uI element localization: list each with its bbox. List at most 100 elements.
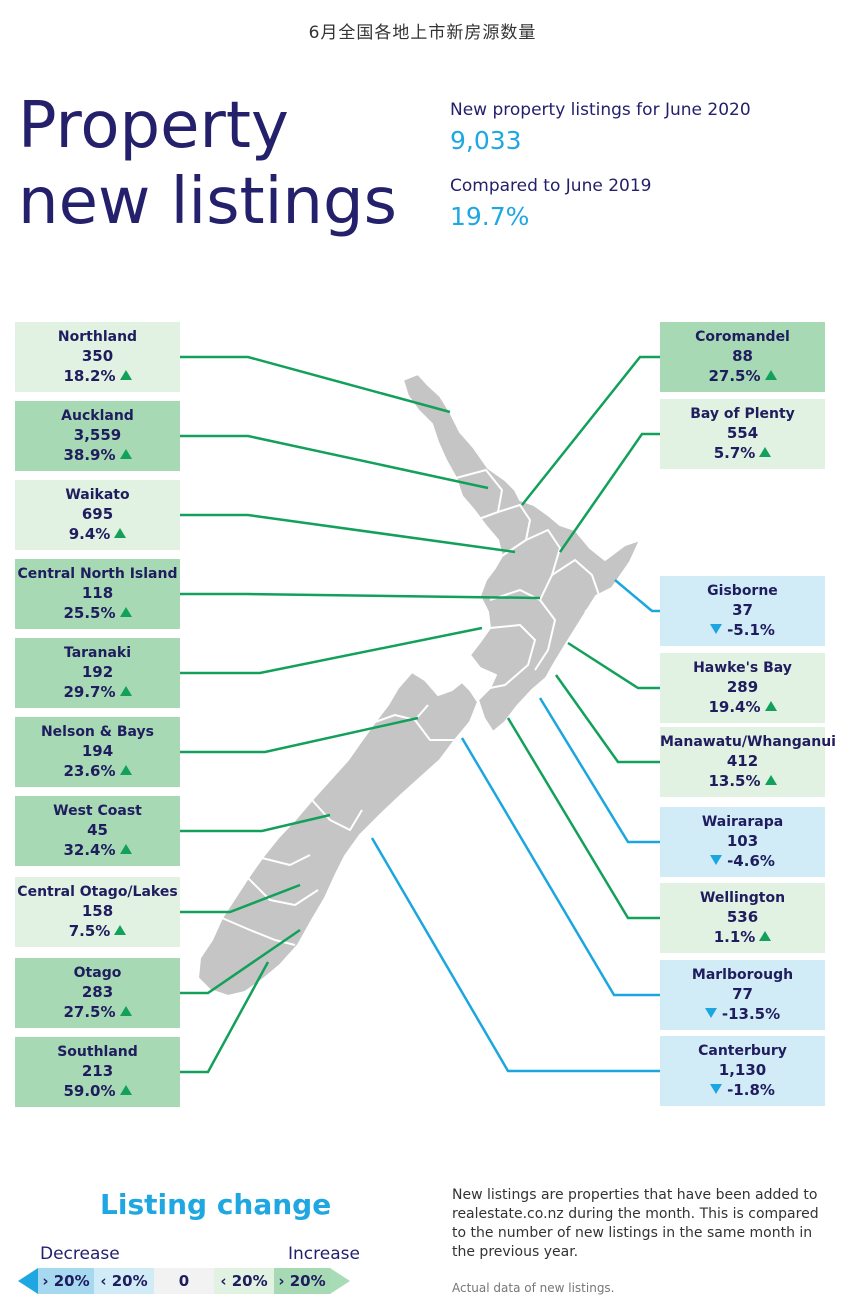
triangle-up-icon [114,925,127,935]
triangle-up-icon [119,449,132,459]
region-card: Nelson & Bays 194 23.6% [15,717,180,787]
region-change: 38.9% [15,445,180,465]
main-heading: Property new listings [18,88,397,240]
triangle-down-icon [710,624,723,634]
region-name: Hawke's Bay [693,660,792,676]
region-name: Coromandel [695,329,790,345]
region-card: Canterbury 1,130 -1.8% [660,1036,825,1106]
connector-lines-left [180,355,541,1074]
region-card: Marlborough 77 -13.5% [660,960,825,1030]
region-listings: 45 [87,821,108,839]
triangle-up-icon [764,370,777,380]
region-name: Bay of Plenty [690,406,795,422]
region-listings: 103 [726,832,759,850]
region-name: West Coast [53,803,142,819]
main-heading-line2: new listings [18,165,397,239]
region-change-value: 59.0% [63,1082,116,1100]
methodology-note: New listings are properties that have be… [452,1187,819,1260]
legend-cell-zero: 0 [154,1268,214,1294]
region-listings: 412 [726,752,759,770]
region-listings: 118 [81,584,114,602]
region-listings: 194 [81,742,114,760]
region-name: Taranaki [63,645,132,661]
legend-cell-strong-decrease: › 20% [38,1268,94,1294]
region-listings: 695 [81,505,114,523]
triangle-down-icon [710,855,723,865]
region-change-value: 23.6% [63,762,116,780]
main-heading-line1: Property [18,89,289,163]
region-name: Nelson & Bays [40,724,155,740]
region-name: Northland [57,329,138,345]
region-listings: 283 [81,983,114,1001]
region-card: Gisborne 37 -5.1% [660,576,825,646]
arrow-right-icon [330,1268,350,1294]
region-name: Southland [57,1044,138,1060]
triangle-down-icon [704,1008,717,1018]
region-change-value: 9.4% [68,525,111,543]
region-name: Central North Island [17,566,178,582]
region-card: Wellington 536 1.1% [660,883,825,953]
region-change: -5.1% [660,620,825,640]
page-title: 6月全国各地上市新房源数量 [308,23,537,43]
region-name: Manawatu/Whanganui [660,734,836,750]
region-change: 19.4% [660,697,825,717]
triangle-up-icon [759,447,772,457]
triangle-down-icon [710,1084,723,1094]
region-listings: 213 [81,1062,114,1080]
region-listings: 158 [81,902,114,920]
region-change-value: 13.5% [708,772,761,790]
region-listings: 554 [726,424,759,442]
region-change-value: -1.8% [727,1081,775,1099]
region-change: 7.5% [15,921,180,941]
stat1-value: 9,033 [450,126,522,155]
legend-title: Listing change [100,1188,332,1221]
triangle-up-icon [119,844,132,854]
region-name: Otago [73,965,122,981]
region-change: 1.1% [660,927,825,947]
region-change-value: 27.5% [708,367,761,385]
region-name: Waikato [65,487,130,503]
region-name: Wellington [699,890,786,906]
region-change-value: -4.6% [727,852,775,870]
triangle-up-icon [119,1085,132,1095]
triangle-up-icon [119,765,132,775]
region-change: 29.7% [15,682,180,702]
stat2-label: Compared to June 2019 [450,176,652,196]
region-card: Otago 283 27.5% [15,958,180,1028]
region-change: 27.5% [660,366,825,386]
region-card: Northland 350 18.2% [15,322,180,392]
region-card: Hawke's Bay 289 19.4% [660,653,825,723]
region-card: Waikato 695 9.4% [15,480,180,550]
triangle-up-icon [119,370,132,380]
region-change: -13.5% [660,1004,825,1024]
region-change-value: 32.4% [63,841,116,859]
south-island [197,671,479,997]
connector-lines-right [370,355,660,1073]
region-card: Wairarapa 103 -4.6% [660,807,825,877]
stat1-label: New property listings for June 2020 [450,100,751,120]
region-card: Taranaki 192 29.7% [15,638,180,708]
region-change: 25.5% [15,603,180,623]
triangle-up-icon [119,1006,132,1016]
arrow-left-icon [18,1268,38,1294]
region-change-value: 7.5% [68,922,111,940]
legend-scale: › 20% ‹ 20% 0 ‹ 20% › 20% [18,1268,350,1294]
region-change: 59.0% [15,1081,180,1101]
legend-cell-decrease: ‹ 20% [94,1268,154,1294]
region-card: Manawatu/Whanganui 412 13.5% [660,727,836,797]
region-name: Gisborne [707,583,778,599]
region-change-value: 18.2% [63,367,116,385]
region-change-value: 29.7% [63,683,116,701]
triangle-up-icon [764,701,777,711]
region-listings: 350 [81,347,114,365]
region-change: 13.5% [660,771,825,791]
region-listings: 88 [732,347,753,365]
data-note: Actual data of new listings. [452,1281,615,1295]
legend-increase-label: Increase [288,1244,360,1264]
region-name: Central Otago/Lakes [17,884,178,900]
region-change-value: 25.5% [63,604,116,622]
region-name: Wairarapa [701,814,784,830]
region-listings: 192 [81,663,114,681]
triangle-up-icon [114,528,127,538]
region-card: Auckland 3,559 38.9% [15,401,180,471]
